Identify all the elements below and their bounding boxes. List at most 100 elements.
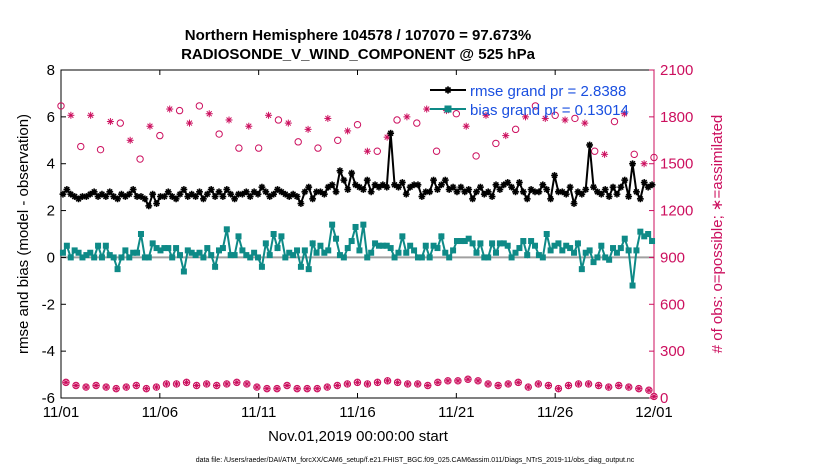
- bias-point: [590, 259, 597, 266]
- obs-assimilated-point: [484, 380, 492, 388]
- bias-point: [208, 252, 215, 259]
- bias-point: [301, 247, 308, 254]
- bias-point: [438, 233, 445, 240]
- rmse-point: [414, 181, 422, 189]
- bias-point: [606, 256, 613, 263]
- bias-point: [442, 249, 449, 256]
- rmse-point: [344, 186, 352, 193]
- bias-point: [645, 231, 652, 237]
- rmse-point: [336, 167, 344, 175]
- y-tick-label-left: 0: [47, 249, 55, 266]
- obs-assimilated-point: [122, 383, 130, 391]
- bias-point: [586, 247, 593, 254]
- obs-possible-point: [254, 144, 263, 152]
- legend-rmse-label: rmse grand pr = 2.8388: [470, 83, 626, 100]
- y-tick-label-left: -2: [42, 296, 55, 313]
- bias-point: [473, 249, 480, 256]
- bias-point: [134, 249, 141, 256]
- obs-possible-point: [591, 147, 599, 155]
- obs-possible-point: [630, 150, 638, 159]
- obs-possible-point: [294, 138, 302, 146]
- bias-point: [555, 240, 562, 247]
- bias-point: [383, 242, 390, 249]
- obs-assimilated-point: [650, 392, 658, 400]
- bias-point: [524, 252, 531, 259]
- obs-possible-point: [452, 110, 461, 118]
- obs-assimilated-point: [414, 380, 422, 388]
- y-tick-label-right: 300: [660, 343, 685, 360]
- obs-assimilated-point: [185, 119, 193, 127]
- rmse-point: [617, 183, 625, 191]
- rmse-point: [332, 188, 340, 196]
- obs-assimilated-point: [293, 385, 301, 393]
- rmse-point: [570, 200, 578, 207]
- y-tick-label-left: 8: [47, 62, 55, 79]
- rmse-point: [648, 181, 656, 189]
- rmse-point: [215, 188, 223, 196]
- x-tick-label: 11/01: [43, 404, 79, 421]
- bias-point: [610, 245, 617, 252]
- obs-assimilated-point: [464, 375, 472, 383]
- bias-point: [535, 252, 542, 259]
- y-tick-label-right: 600: [660, 296, 685, 313]
- bias-point: [75, 249, 82, 256]
- legend-bias-label: bias grand pr = 0.13014: [470, 102, 629, 119]
- obs-assimilated-point: [193, 382, 201, 390]
- rmse-point: [59, 190, 67, 198]
- rmse-point: [231, 195, 239, 203]
- rmse-point: [149, 190, 157, 198]
- bias-point: [430, 242, 437, 249]
- bias-point: [239, 247, 246, 254]
- bias-point: [274, 245, 281, 252]
- bias-point: [216, 247, 223, 254]
- rmse-point: [582, 186, 590, 193]
- bias-point: [290, 252, 297, 259]
- bias-point: [329, 221, 336, 228]
- y-tick-label-right: 900: [660, 249, 685, 266]
- y-axis-label-right: # of obs: o=possible; ∗=assimilated: [709, 115, 726, 354]
- bias-point: [286, 249, 293, 256]
- bias-point: [469, 240, 476, 247]
- rmse-point: [519, 188, 527, 196]
- rmse-point: [242, 188, 250, 196]
- bias-point: [356, 247, 363, 254]
- obs-assimilated-point: [403, 113, 411, 121]
- rmse-point: [196, 188, 203, 196]
- bias-point: [629, 282, 636, 289]
- chart-title-line-2: RADIOSONDE_V_WIND_COMPONENT @ 525 hPa: [181, 46, 536, 63]
- obs-assimilated-point: [304, 125, 312, 133]
- rmse-point: [551, 172, 558, 179]
- obs-assimilated-point: [223, 380, 231, 388]
- bias-point: [118, 254, 125, 261]
- obs-assimilated-point: [132, 382, 140, 390]
- obs-assimilated-point: [233, 378, 241, 386]
- obs-assimilated-point: [225, 116, 233, 124]
- legend-rmse-asterisk: [444, 86, 452, 94]
- bias-point: [563, 242, 570, 249]
- bias-point: [582, 249, 589, 256]
- rmse-point: [270, 190, 278, 198]
- obs-assimilated-point: [142, 385, 150, 393]
- bias-point: [227, 252, 234, 259]
- rmse-point: [609, 183, 617, 191]
- bias-point: [352, 223, 359, 230]
- bias-point: [528, 238, 535, 245]
- obs-possible-point: [156, 131, 164, 140]
- rmse-point: [153, 200, 160, 207]
- bias-point: [247, 254, 254, 261]
- obs-possible-point: [432, 147, 441, 155]
- x-tick-label: 11/16: [339, 404, 375, 421]
- rmse-point: [328, 181, 336, 189]
- bias-point: [258, 263, 265, 270]
- bias-point: [255, 254, 262, 261]
- rmse-point: [504, 179, 512, 186]
- bias-point: [411, 247, 418, 254]
- bias-point: [426, 254, 433, 261]
- bias-point: [649, 238, 656, 245]
- bias-point: [200, 254, 207, 261]
- bias-point: [243, 252, 250, 259]
- bias-point: [161, 245, 168, 252]
- rmse-point: [67, 190, 75, 198]
- obs-possible-point: [373, 147, 381, 155]
- obs-assimilated-point: [112, 385, 120, 393]
